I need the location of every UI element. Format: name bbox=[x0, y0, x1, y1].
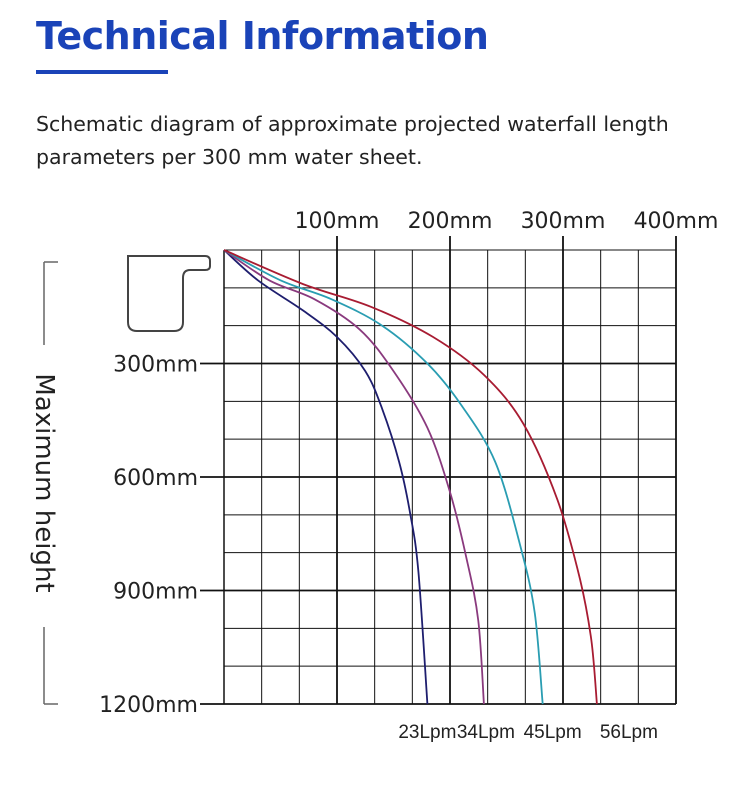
x-tick-label: 300mm bbox=[521, 209, 606, 234]
chart-description: Schematic diagram of approximate project… bbox=[36, 112, 669, 169]
y-tick-label: 300mm bbox=[113, 353, 198, 378]
series-line-45lpm bbox=[223, 249, 544, 705]
series-label-23lpm: 23Lpm bbox=[398, 722, 456, 743]
y-tick-label: 1200mm bbox=[99, 693, 198, 718]
series-label-56lpm: 56Lpm bbox=[600, 722, 658, 743]
x-tick-label: 200mm bbox=[408, 209, 493, 234]
x-tick-labels: 100mm 200mm 300mm 400mm bbox=[295, 209, 719, 234]
title-underline bbox=[36, 70, 168, 74]
series-label-45lpm: 45Lpm bbox=[524, 722, 582, 743]
series-line-34lpm bbox=[223, 249, 485, 705]
series-line-23lpm bbox=[223, 249, 429, 705]
x-tick-label: 100mm bbox=[295, 209, 380, 234]
series-labels: 23Lpm 34Lpm 45Lpm 56Lpm bbox=[398, 722, 658, 743]
y-axis-title: Maximum height bbox=[29, 373, 59, 593]
chart-grid bbox=[200, 236, 677, 705]
y-tick-label: 600mm bbox=[113, 466, 198, 491]
series-label-34lpm: 34Lpm bbox=[457, 722, 515, 743]
y-axis-bracket bbox=[43, 261, 58, 705]
y-tick-label: 900mm bbox=[113, 580, 198, 605]
series-line-56lpm bbox=[223, 249, 598, 705]
series-layer bbox=[223, 249, 598, 705]
spout-outline-icon bbox=[127, 255, 211, 332]
y-tick-labels: 300mm 600mm 900mm 1200mm bbox=[99, 353, 198, 719]
page-title: Technical Information bbox=[36, 14, 489, 58]
x-tick-label: 400mm bbox=[634, 209, 719, 234]
